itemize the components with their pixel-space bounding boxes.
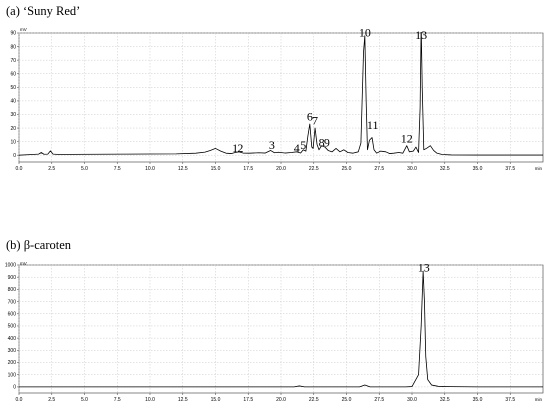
x-tick-label: 30.0 <box>407 397 417 403</box>
y-tick-label: 80 <box>10 44 16 50</box>
x-tick-label: 12.5 <box>178 397 188 403</box>
x-tick-label: 5.0 <box>81 166 88 172</box>
y-tick-label: 70 <box>10 58 16 64</box>
x-tick-label: 30.0 <box>407 166 417 172</box>
peak-label: 9 <box>324 135 330 149</box>
y-tick-label: 1000 <box>5 263 16 269</box>
panel-a-title: (a) ‘Suny Red’ <box>6 4 80 18</box>
y-tick-label: 700 <box>8 299 17 305</box>
y-tick-label: 900 <box>8 275 17 281</box>
y-unit-label: mV <box>20 27 27 32</box>
y-tick-label: 20 <box>10 126 16 132</box>
x-tick-label: 35.0 <box>473 166 483 172</box>
x-tick-label: 7.5 <box>114 397 121 403</box>
x-tick-label: 27.5 <box>374 166 384 172</box>
y-tick-label: 50 <box>10 85 16 91</box>
y-tick-label: 400 <box>8 336 17 342</box>
peak-label: 2 <box>237 141 243 155</box>
x-tick-label: 32.5 <box>440 397 450 403</box>
x-tick-label: 7.5 <box>114 166 121 172</box>
x-tick-label: 35.0 <box>473 397 483 403</box>
x-tick-label: 32.5 <box>440 166 450 172</box>
y-tick-label: 90 <box>10 31 16 37</box>
y-tick-label: 200 <box>8 360 17 366</box>
peak-label: 6 <box>307 110 313 124</box>
peak-label: 10 <box>359 25 371 39</box>
x-tick-label: 0.0 <box>16 166 23 172</box>
y-tick-label: 800 <box>8 287 17 293</box>
panel-b-title: (b) β-caroten <box>6 238 72 252</box>
peak-label: 11 <box>367 118 379 132</box>
x-tick-label: 25.0 <box>342 397 352 403</box>
x-tick-label: 22.5 <box>309 397 319 403</box>
y-tick-label: 0 <box>13 153 16 159</box>
y-tick-label: 60 <box>10 71 16 77</box>
x-tick-label: 25.0 <box>342 166 352 172</box>
x-tick-label: 2.5 <box>48 397 55 403</box>
chromatogram-trace <box>19 32 543 156</box>
x-tick-label: 15.0 <box>211 397 221 403</box>
x-tick-label: 20.0 <box>276 397 286 403</box>
y-tick-label: 300 <box>8 348 17 354</box>
x-unit-label: min <box>535 397 543 402</box>
peak-label: 4 <box>294 141 300 155</box>
x-tick-label: 12.5 <box>178 166 188 172</box>
x-tick-label: 37.5 <box>505 397 515 403</box>
y-tick-label: 10 <box>10 139 16 145</box>
x-tick-label: 5.0 <box>81 397 88 403</box>
peak-label: 8 <box>319 135 325 149</box>
y-tick-label: 500 <box>8 324 17 330</box>
x-tick-label: 15.0 <box>211 166 221 172</box>
x-tick-label: 10.0 <box>145 397 155 403</box>
x-tick-label: 17.5 <box>243 166 253 172</box>
y-unit-label: mV <box>20 261 27 266</box>
panel-a-chart: 90 80 70 60 50 40 30 20 10 0 0.0 2.5 5.0 7.5 10.0 12.5 1… <box>10 25 544 172</box>
peak-label: 7 <box>312 114 318 128</box>
x-tick-label: 37.5 <box>505 166 515 172</box>
x-tick-label: 17.5 <box>243 397 253 403</box>
chromatogram-trace <box>19 270 543 388</box>
peak-label: 13 <box>418 261 430 275</box>
x-unit-label: min <box>535 166 543 171</box>
x-tick-label: 27.5 <box>374 397 384 403</box>
x-tick-label: 22.5 <box>309 166 319 172</box>
x-tick-label: 20.0 <box>276 166 286 172</box>
y-tick-label: 100 <box>8 372 17 378</box>
x-tick-label: 2.5 <box>48 166 55 172</box>
y-tick-label: 0 <box>13 385 16 391</box>
y-tick-label: 600 <box>8 311 17 317</box>
peak-label: 1 <box>232 141 238 155</box>
x-tick-label: 0.0 <box>16 397 23 403</box>
x-tick-label: 10.0 <box>145 166 155 172</box>
y-tick-label: 30 <box>10 112 16 118</box>
peak-label: 13 <box>415 28 427 42</box>
peak-label: 3 <box>269 138 275 152</box>
peak-label: 12 <box>401 131 413 145</box>
peak-label: 5 <box>300 138 306 152</box>
y-tick-label: 40 <box>10 99 16 105</box>
